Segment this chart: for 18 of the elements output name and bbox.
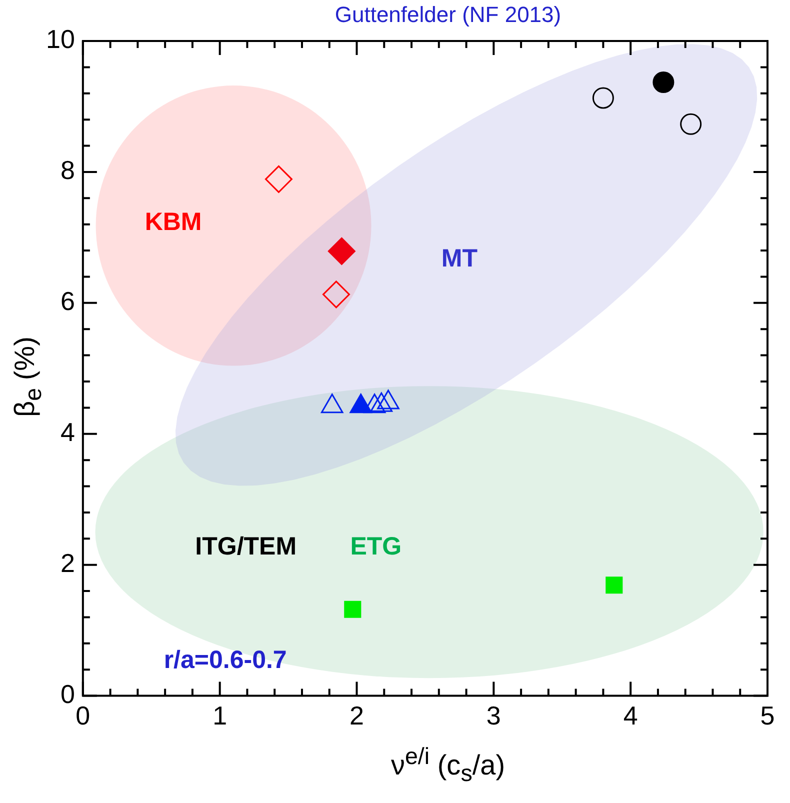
y-tick-label: 0 <box>60 678 75 709</box>
annotation: r/a=0.6-0.7 <box>164 646 287 674</box>
x-tick-label: 4 <box>623 700 638 731</box>
y-tick-label: 8 <box>60 155 75 186</box>
x-tick-label: 1 <box>212 700 228 731</box>
annotation: ETG <box>350 532 402 561</box>
y-tick-label: 6 <box>60 286 75 316</box>
x-tick-label: 5 <box>760 700 775 731</box>
annotation: MT <box>441 244 478 273</box>
y-tick-label: 10 <box>46 24 75 54</box>
annotation: ITG/TEM <box>195 532 297 561</box>
x-tick-label: 3 <box>486 700 501 731</box>
y-tick-label: 2 <box>60 548 75 578</box>
chart-title: Guttenfelder (NF 2013) <box>334 2 562 28</box>
annotation: KBM <box>144 208 202 236</box>
x-tick-label: 2 <box>350 700 364 731</box>
y-tick-label: 4 <box>60 417 75 448</box>
x-axis-title: ν$^{e/i}$ (c$_{s}$/a) <box>390 743 506 787</box>
